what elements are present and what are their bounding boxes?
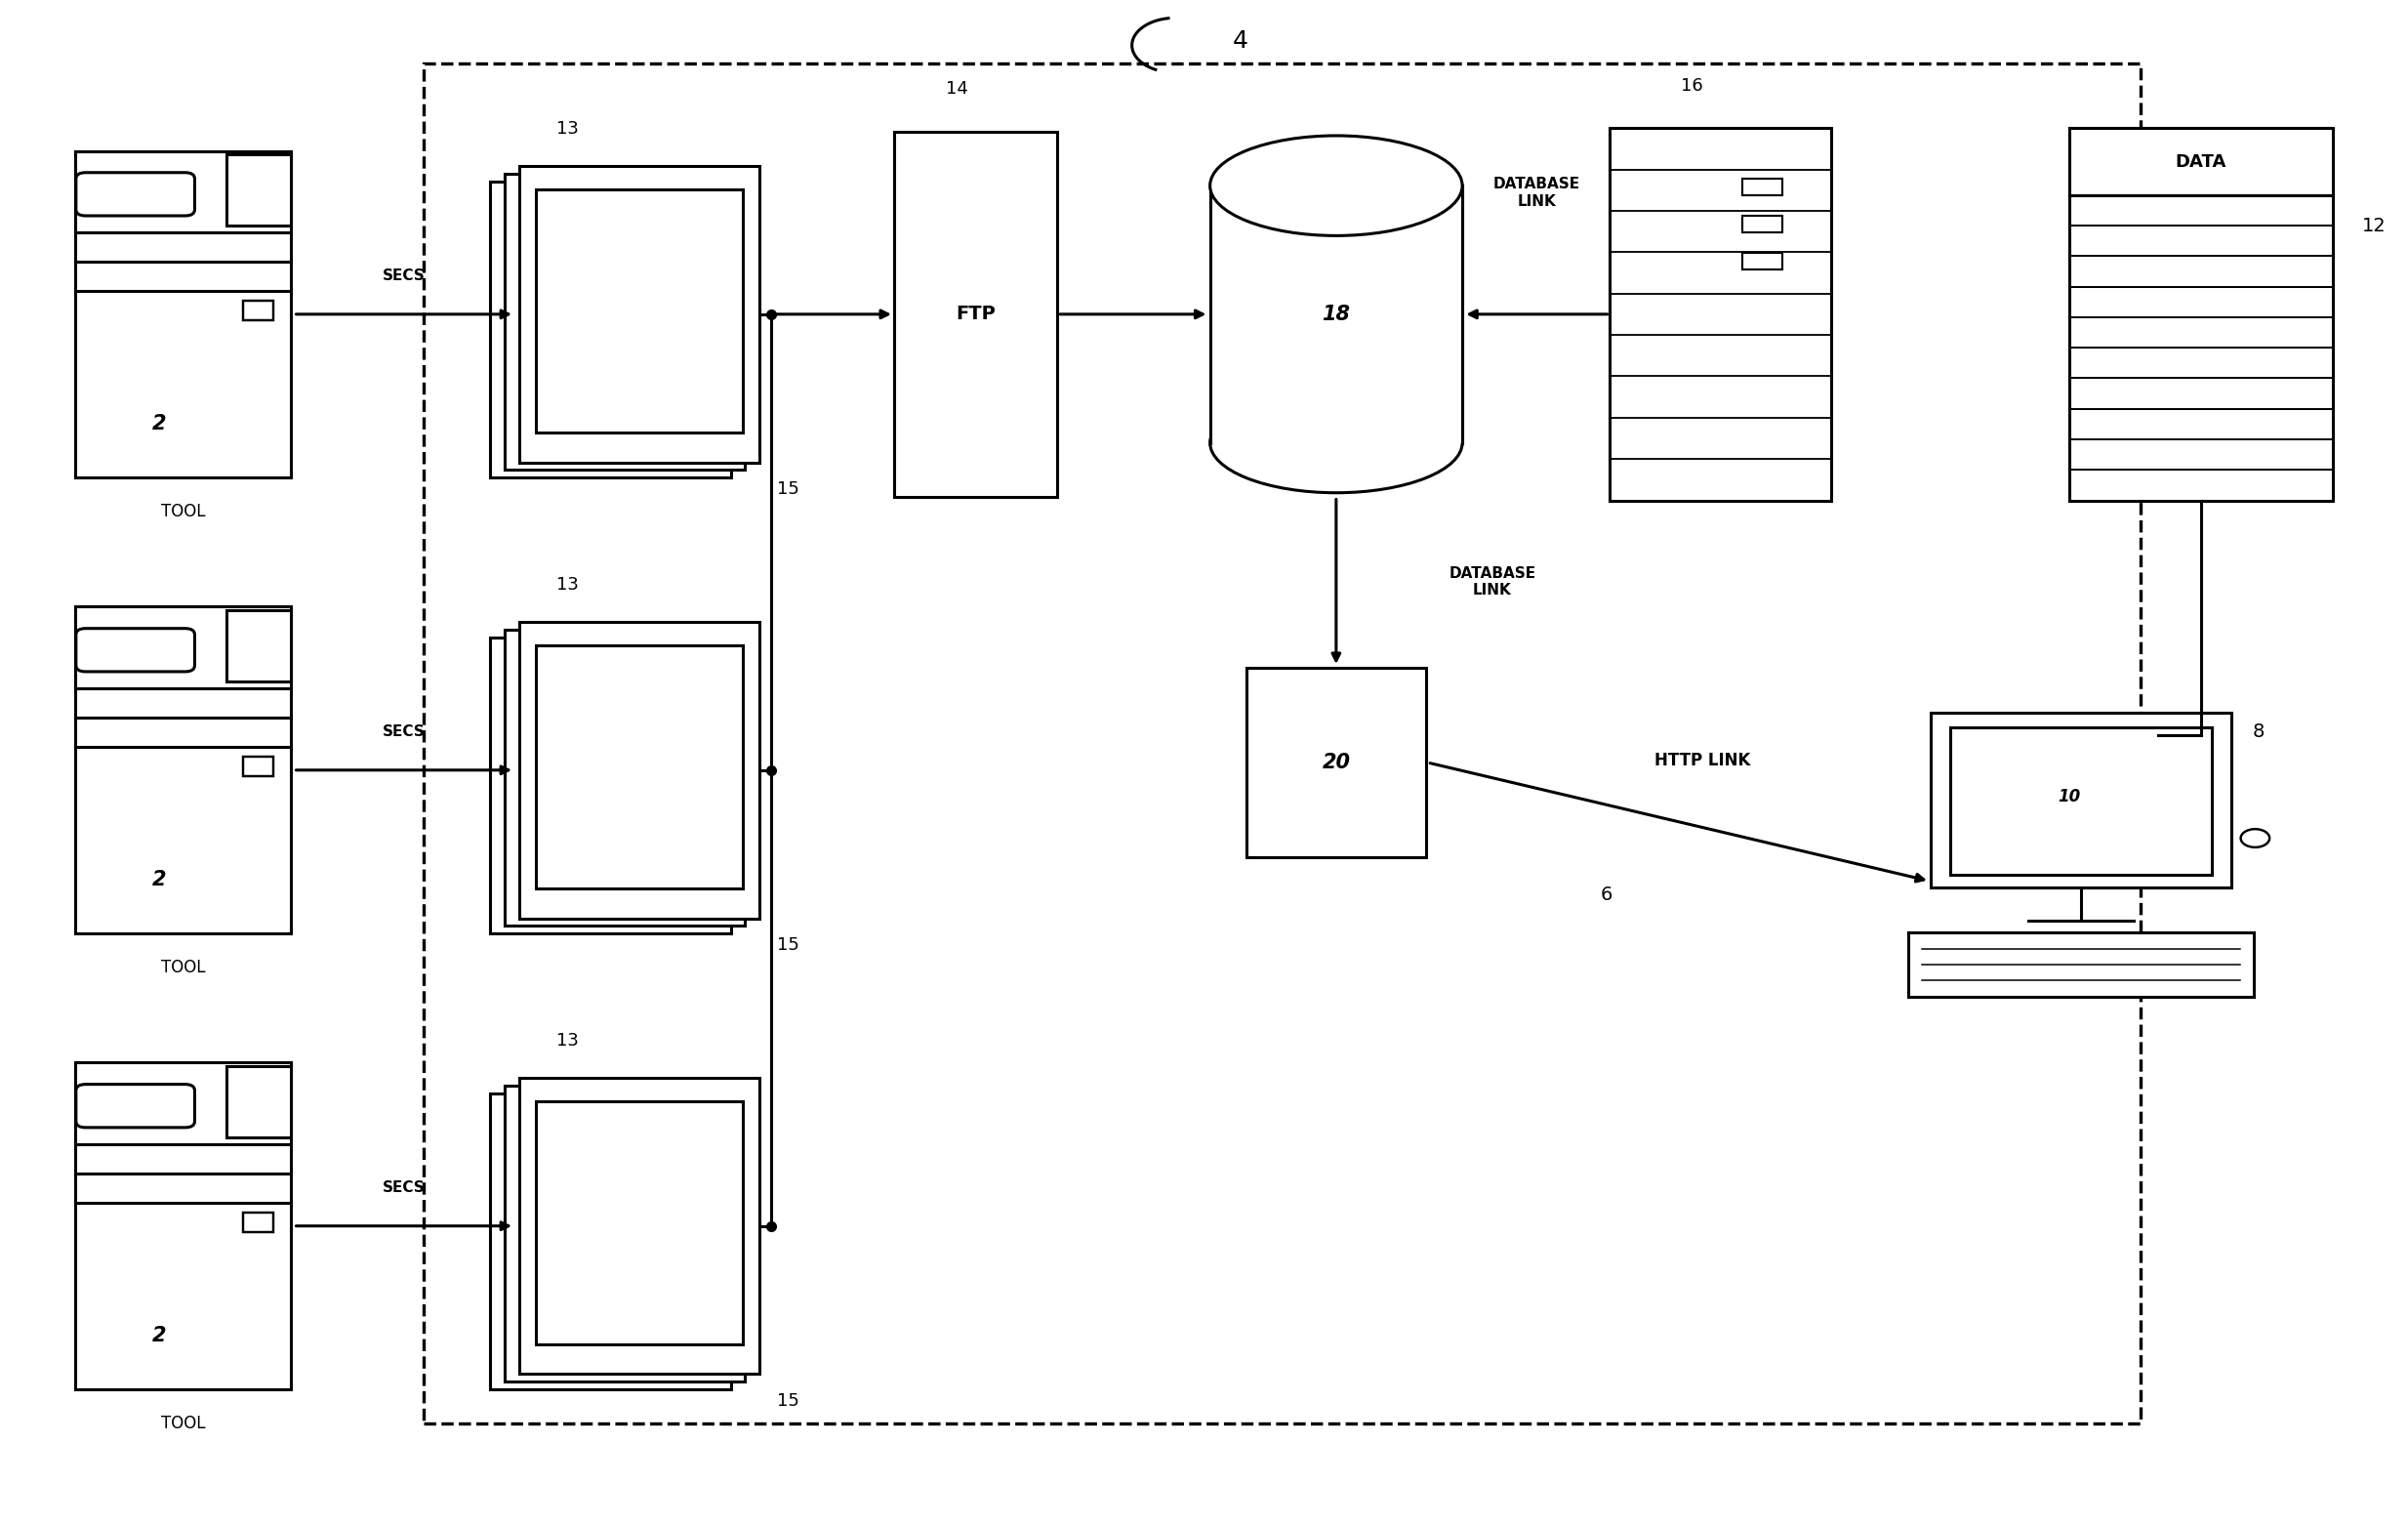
Bar <box>506 1086 744 1382</box>
Text: SECS: SECS <box>383 268 426 284</box>
Bar <box>2068 128 2333 195</box>
Text: FTP: FTP <box>956 305 995 323</box>
Bar <box>226 610 291 682</box>
Text: TOOL: TOOL <box>161 959 205 976</box>
Bar <box>75 607 291 688</box>
Text: 10: 10 <box>2056 787 2081 805</box>
Bar <box>75 1063 291 1389</box>
Text: TOOL: TOOL <box>161 1415 205 1432</box>
Text: LOG: LOG <box>614 332 650 349</box>
Text: 18: 18 <box>1322 305 1351 323</box>
Bar <box>75 1063 291 1144</box>
Bar <box>243 300 275 320</box>
Text: 20: 20 <box>1322 753 1351 772</box>
Bar <box>1743 253 1782 270</box>
Bar <box>75 607 291 933</box>
Bar <box>520 1078 759 1374</box>
Bar <box>2068 128 2333 500</box>
Text: 12: 12 <box>2362 217 2386 235</box>
Text: DATABASE
LINK: DATABASE LINK <box>1493 177 1580 209</box>
Bar <box>506 630 744 926</box>
Bar <box>1931 712 2232 888</box>
Bar <box>1611 128 1830 500</box>
Ellipse shape <box>1209 393 1462 493</box>
Text: TP2: TP2 <box>614 270 650 287</box>
Bar <box>1209 186 1462 442</box>
Text: 4: 4 <box>1233 29 1247 52</box>
FancyBboxPatch shape <box>77 628 195 671</box>
Bar <box>491 181 730 477</box>
Text: TP2: TP2 <box>614 726 650 743</box>
Text: 13: 13 <box>556 576 578 593</box>
FancyBboxPatch shape <box>77 172 195 215</box>
Text: 15: 15 <box>778 936 799 953</box>
Text: 13: 13 <box>556 120 578 137</box>
Bar <box>491 1093 730 1389</box>
Text: HTTP LINK: HTTP LINK <box>1654 752 1751 770</box>
Text: 8: 8 <box>2254 723 2266 741</box>
Bar <box>75 151 291 232</box>
Bar <box>243 756 275 776</box>
Text: 15: 15 <box>778 1392 799 1409</box>
Bar <box>893 131 1057 497</box>
Bar <box>537 189 742 433</box>
Bar <box>424 64 2141 1423</box>
Text: SECS: SECS <box>383 724 426 740</box>
Bar <box>537 1101 742 1345</box>
Text: 2: 2 <box>152 1325 166 1345</box>
Bar <box>1743 217 1782 232</box>
Text: TP2: TP2 <box>614 1182 650 1199</box>
Text: 6: 6 <box>1601 886 1613 904</box>
Text: 2: 2 <box>152 413 166 433</box>
Bar <box>226 154 291 226</box>
Text: TOOL: TOOL <box>161 503 205 520</box>
Text: DATA: DATA <box>2174 152 2227 171</box>
Text: 15: 15 <box>778 480 799 497</box>
Bar <box>1950 727 2211 875</box>
Bar <box>537 645 742 889</box>
Bar <box>75 151 291 477</box>
Text: 14: 14 <box>946 81 968 98</box>
Text: DATABASE
LINK: DATABASE LINK <box>1450 566 1536 598</box>
Circle shape <box>2242 830 2271 848</box>
Bar <box>1907 933 2254 996</box>
Bar <box>243 1212 275 1232</box>
Text: SECS: SECS <box>383 1180 426 1196</box>
Bar <box>1245 668 1426 857</box>
Bar <box>1743 178 1782 195</box>
Bar <box>520 622 759 918</box>
Bar <box>520 166 759 462</box>
Text: 2: 2 <box>152 869 166 889</box>
Bar <box>226 1066 291 1138</box>
Bar <box>506 174 744 470</box>
Text: LOG: LOG <box>614 788 650 805</box>
Text: LOG: LOG <box>614 1244 650 1261</box>
Text: 16: 16 <box>1681 78 1702 95</box>
Bar <box>491 637 730 933</box>
Ellipse shape <box>1209 136 1462 236</box>
FancyBboxPatch shape <box>77 1084 195 1127</box>
Text: 13: 13 <box>556 1032 578 1049</box>
